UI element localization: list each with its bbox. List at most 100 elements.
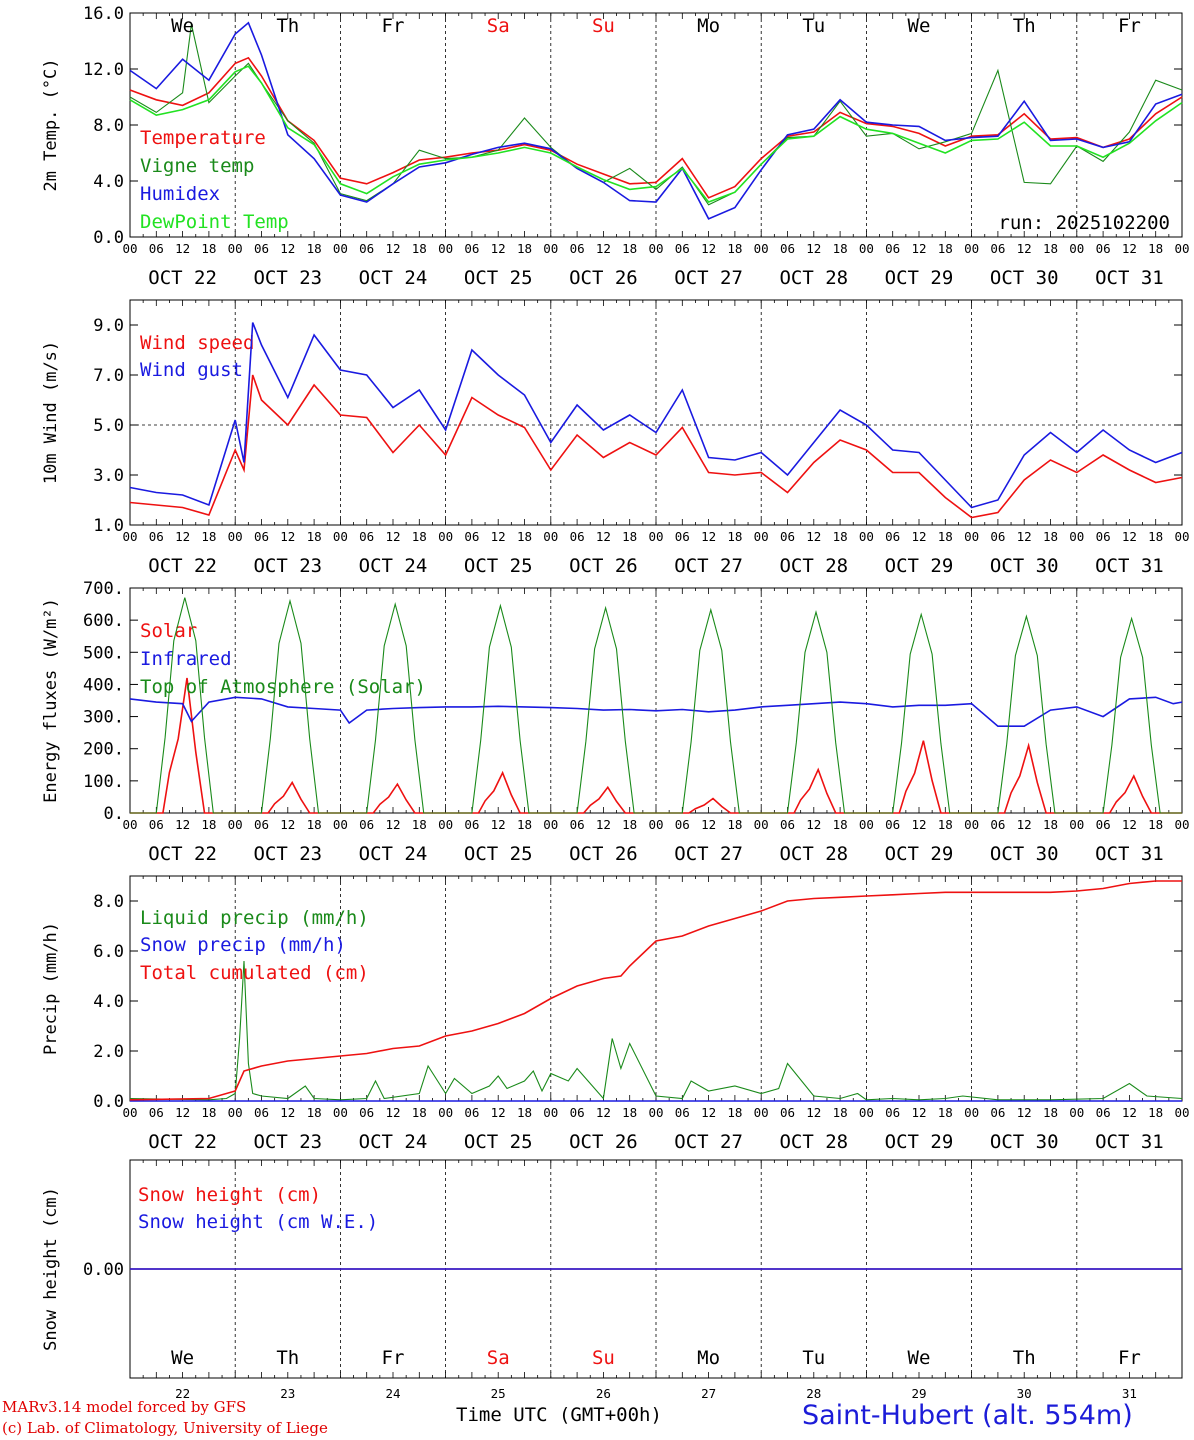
temp-date-label: OCT 29 xyxy=(885,267,954,289)
precip-hour-label: 18 xyxy=(517,1105,532,1120)
wind-hour-label: 12 xyxy=(806,529,821,544)
weekday-label: Fr xyxy=(1118,1347,1141,1369)
precip-hour-label: 00 xyxy=(333,1105,348,1120)
energy-hour-label: 00 xyxy=(438,817,453,832)
wind-hour-label: 18 xyxy=(938,529,953,544)
x-axis-title: Time UTC (GMT+00h) xyxy=(456,1404,662,1426)
weekday-label: We xyxy=(908,15,931,37)
model-credit: MARv3.14 model forced by GFS xyxy=(2,1398,247,1416)
energy-hour-label: 18 xyxy=(622,817,637,832)
temp-hour-label: 12 xyxy=(175,241,190,256)
energy-y-tick-label: 600. xyxy=(83,611,124,631)
energy-date-label: OCT 28 xyxy=(779,843,848,865)
precip-hour-label: 12 xyxy=(175,1105,190,1120)
energy-date-label: OCT 30 xyxy=(990,843,1059,865)
precip-hour-label: 06 xyxy=(1096,1105,1111,1120)
temp-series-dewpoint-temp xyxy=(129,65,1183,203)
energy-y-axis-label: Energy fluxes (W/m²) xyxy=(41,598,61,803)
temp-hour-label: 00 xyxy=(859,241,874,256)
precip-y-tick-label: 0.0 xyxy=(93,1092,124,1112)
precip-hour-label: 12 xyxy=(1017,1105,1032,1120)
weekday-label: Fr xyxy=(382,1347,405,1369)
precip-hour-label: 06 xyxy=(464,1105,479,1120)
wind-hour-label: 00 xyxy=(1069,529,1084,544)
energy-hour-label: 12 xyxy=(701,817,716,832)
wind-hour-label: 18 xyxy=(622,529,637,544)
energy-date-label: OCT 29 xyxy=(885,843,954,865)
wind-date-label: OCT 22 xyxy=(148,555,217,577)
energy-hour-label: 06 xyxy=(570,817,585,832)
energy-date-label: OCT 22 xyxy=(148,843,217,865)
precip-hour-label: 18 xyxy=(727,1105,742,1120)
wind-hour-label: 12 xyxy=(385,529,400,544)
temp-hour-label: 18 xyxy=(517,241,532,256)
wind-hour-label: 00 xyxy=(859,529,874,544)
precip-hour-label: 00 xyxy=(122,1105,137,1120)
energy-hour-label: 12 xyxy=(806,817,821,832)
weekday-label: Sa xyxy=(487,15,510,37)
wind-hour-label: 12 xyxy=(1122,529,1137,544)
energy-date-label: OCT 24 xyxy=(359,843,428,865)
wind-hour-label: 12 xyxy=(491,529,506,544)
precip-date-label: OCT 26 xyxy=(569,1131,638,1153)
weekday-label: Fr xyxy=(382,15,405,37)
day-number-label: 28 xyxy=(806,1386,821,1401)
energy-hour-label: 06 xyxy=(359,817,374,832)
precip-date-label: OCT 22 xyxy=(148,1131,217,1153)
precip-hour-label: 18 xyxy=(938,1105,953,1120)
wind-hour-label: 12 xyxy=(596,529,611,544)
energy-hour-label: 18 xyxy=(727,817,742,832)
weekday-label: Tu xyxy=(802,15,825,37)
energy-y-tick-label: 300. xyxy=(83,708,124,728)
wind-hour-label: 00 xyxy=(648,529,663,544)
temp-date-label: OCT 23 xyxy=(253,267,322,289)
temp-legend-entry: DewPoint Temp xyxy=(140,211,289,233)
energy-y-tick-label: 500. xyxy=(83,643,124,663)
precip-hour-label: 06 xyxy=(675,1105,690,1120)
wind-date-label: OCT 31 xyxy=(1095,555,1164,577)
precip-hour-label: 12 xyxy=(1122,1105,1137,1120)
wind-hour-label: 12 xyxy=(175,529,190,544)
temp-y-tick-label: 12.0 xyxy=(83,60,124,80)
precip-series-liquid-precip-mm-h- xyxy=(129,960,1183,1101)
weekday-label: Sa xyxy=(487,1347,510,1369)
wind-hour-label: 00 xyxy=(543,529,558,544)
temp-hour-label: 00 xyxy=(964,241,979,256)
energy-y-tick-label: 400. xyxy=(83,675,124,695)
energy-hour-label: 00 xyxy=(1174,817,1189,832)
energy-hour-label: 00 xyxy=(964,817,979,832)
wind-hour-label: 12 xyxy=(911,529,926,544)
energy-legend-entry: Infrared xyxy=(140,648,232,670)
precip-hour-label: 12 xyxy=(385,1105,400,1120)
wind-hour-label: 12 xyxy=(280,529,295,544)
energy-hour-label: 00 xyxy=(122,817,137,832)
wind-hour-label: 12 xyxy=(701,529,716,544)
weekday-label: Mo xyxy=(697,15,720,37)
precip-hour-label: 00 xyxy=(1174,1105,1189,1120)
temp-date-label: OCT 30 xyxy=(990,267,1059,289)
energy-hour-label: 12 xyxy=(280,817,295,832)
temp-hour-label: 06 xyxy=(254,241,269,256)
energy-hour-label: 06 xyxy=(254,817,269,832)
snow-y-tick-label: 0.00 xyxy=(83,1260,124,1280)
wind-hour-label: 06 xyxy=(675,529,690,544)
temp-hour-label: 18 xyxy=(938,241,953,256)
energy-hour-label: 00 xyxy=(543,817,558,832)
wind-series-wind-gust xyxy=(129,322,1183,509)
precip-date-label: OCT 30 xyxy=(990,1131,1059,1153)
energy-hour-label: 00 xyxy=(333,817,348,832)
precip-date-label: OCT 23 xyxy=(253,1131,322,1153)
temp-hour-label: 06 xyxy=(359,241,374,256)
energy-hour-label: 06 xyxy=(149,817,164,832)
weekday-label: We xyxy=(171,15,194,37)
temp-hour-label: 06 xyxy=(885,241,900,256)
energy-hour-label: 18 xyxy=(938,817,953,832)
temp-hour-label: 06 xyxy=(675,241,690,256)
temp-hour-label: 12 xyxy=(385,241,400,256)
wind-hour-label: 00 xyxy=(964,529,979,544)
temp-hour-label: 12 xyxy=(596,241,611,256)
temp-hour-label: 06 xyxy=(149,241,164,256)
wind-hour-label: 06 xyxy=(1096,529,1111,544)
weekday-label: Th xyxy=(276,1347,299,1369)
weekday-label: We xyxy=(908,1347,931,1369)
